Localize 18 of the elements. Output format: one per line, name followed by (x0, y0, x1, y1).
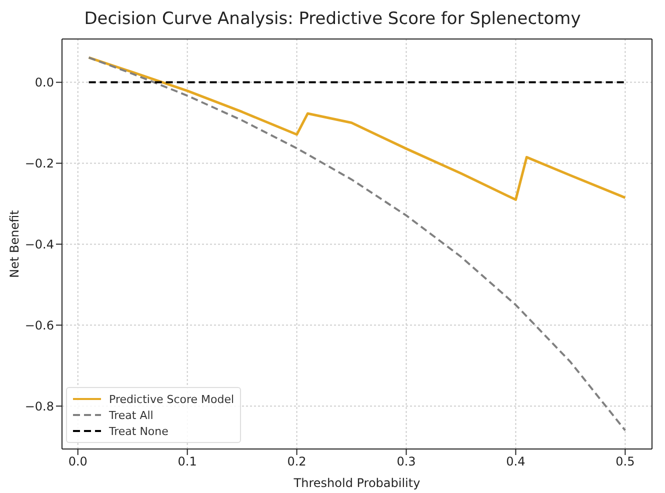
legend-label: Treat All (109, 408, 154, 422)
line-series (88, 56, 626, 201)
x-tick-label: 0.5 (616, 454, 635, 469)
chart-title: Decision Curve Analysis: Predictive Score for Splenectomy (83, 8, 582, 31)
x-tick-label: 0.1 (178, 454, 197, 469)
y-tick-label: −0.6 (24, 318, 54, 332)
x-tick-label: 0.4 (506, 454, 526, 469)
y-tick-label: −0.8 (24, 399, 54, 414)
y-tick-label: 0.0 (34, 76, 54, 90)
y-tick-label: −0.2 (24, 156, 54, 171)
x-axis-title: Threshold Probability (292, 476, 420, 490)
y-tick-label: −0.4 (24, 237, 54, 252)
x-tick-label: 0.0 (68, 454, 88, 469)
legend-label: Treat None (109, 424, 168, 438)
legend-label: Predictive Score Model (109, 392, 234, 406)
x-tick-label: 0.2 (287, 454, 306, 469)
x-tick-label: 0.3 (396, 454, 416, 469)
y-axis-title: Net Benefit (7, 210, 22, 278)
